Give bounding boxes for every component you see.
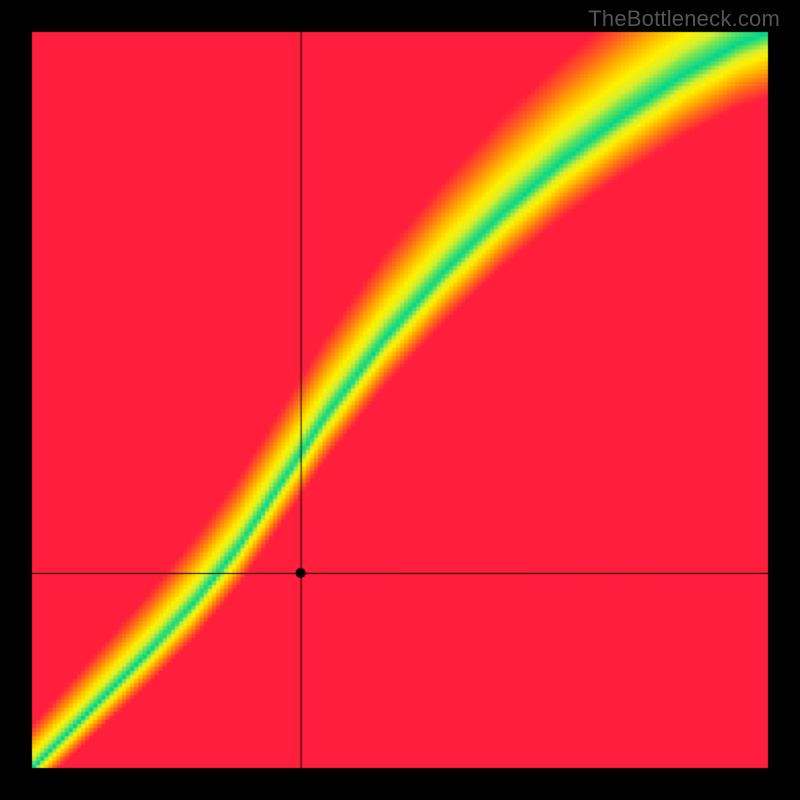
bottleneck-heatmap (0, 0, 800, 800)
watermark-text: TheBottleneck.com (588, 6, 780, 32)
